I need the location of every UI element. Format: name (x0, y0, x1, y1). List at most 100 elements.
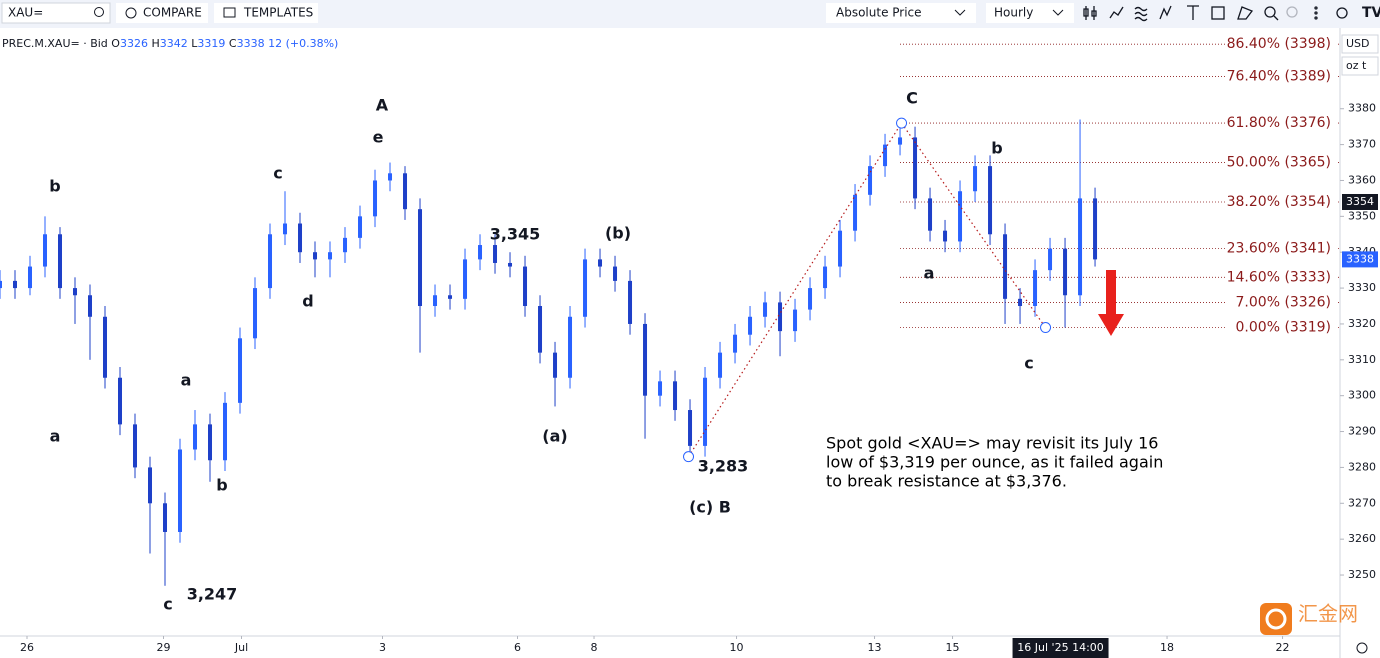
swing-point (896, 117, 908, 129)
wave-label: c (163, 595, 172, 614)
y-tick-label: 3270 (1348, 496, 1376, 509)
legend: PREC.M.XAU= · Bid O3326 H3342 L3319 C333… (2, 37, 338, 50)
candle-body (1063, 248, 1068, 296)
currency[interactable]: USD (1346, 37, 1370, 50)
settings-icon[interactable] (1356, 642, 1368, 654)
wave-label: c (1024, 354, 1033, 373)
wave-label: a (924, 264, 935, 283)
candle-body (88, 295, 93, 317)
candle-body (343, 237, 348, 253)
candle-body (1048, 248, 1053, 271)
currency-box[interactable] (1341, 34, 1379, 54)
templates-button[interactable] (214, 3, 318, 23)
y-tick-label: 3370 (1348, 138, 1376, 151)
candle-body (463, 259, 468, 299)
last-price-tag (1342, 251, 1378, 268)
candle-body (478, 245, 483, 260)
fib-level-label: 50.00% (3365) (1227, 155, 1331, 171)
candle-body (328, 252, 333, 260)
fib-label-bg (1226, 67, 1338, 86)
candle-body (913, 137, 918, 199)
candle-body (958, 191, 963, 242)
fib-label-bg (1226, 114, 1338, 133)
y-tick-label: 3330 (1348, 281, 1376, 294)
x-tick-label: 10 (730, 641, 744, 654)
candle-body (688, 410, 693, 446)
fib-level-label: 14.60% (3333) (1227, 269, 1331, 285)
fib-level-label: 0.00% (3319) (1236, 320, 1331, 336)
wave-label: A (376, 96, 389, 115)
fib-level-label: 76.40% (3389) (1227, 68, 1331, 84)
candle-body (823, 266, 828, 289)
compare-label[interactable]: COMPARE (143, 6, 202, 20)
symbol-input[interactable]: XAU= (8, 6, 43, 20)
legend-text: PREC.M.XAU= · Bid O3326 H3342 L3319 C333… (2, 37, 338, 50)
legend-key: H (151, 37, 159, 50)
x-tick-label: 6 (514, 641, 521, 654)
crosshair-time-label: 16 Jul '25 14:00 (1017, 641, 1103, 654)
crosshair-price-label: 3354 (1346, 195, 1374, 208)
legend-value: 3326 (120, 37, 148, 50)
candle-body (148, 467, 153, 504)
wave-label: 3,247 (187, 585, 238, 604)
candle-body (313, 252, 318, 260)
plot-area: 86.40% (3398) 76.40% (3389) 61.80% (3376) 5… (0, 35, 1340, 614)
price-mode-select[interactable] (826, 3, 976, 23)
x-tick-label: 26 (20, 641, 34, 654)
wave-label: b (991, 139, 1002, 158)
fib-label-bg (1226, 192, 1338, 211)
legend-value: 3319 (197, 37, 225, 50)
candle-body (868, 166, 873, 195)
candle-body (523, 266, 528, 307)
wave-label: C (906, 89, 918, 108)
wave-label: (c) B (689, 498, 731, 517)
crosshair-time-tag (1012, 638, 1109, 658)
wave-label: b (49, 177, 60, 196)
symbol-box[interactable] (1, 2, 111, 24)
candle-body (733, 334, 738, 353)
note-line: to break resistance at $3,376. (826, 472, 1067, 491)
wave-label: d (302, 292, 313, 311)
candle-body (673, 381, 678, 411)
candle-body (808, 288, 813, 310)
last-price-label: 3338 (1346, 252, 1374, 265)
unit-box[interactable] (1341, 56, 1379, 76)
interval-label[interactable]: Hourly (994, 6, 1033, 20)
x-tick-label: 22 (1276, 641, 1290, 654)
note-line: low of $3,319 per ounce, as it failed ag… (826, 453, 1163, 472)
fib-label-bg (1226, 153, 1338, 172)
legend-key: C (229, 37, 237, 50)
candle-body (703, 377, 708, 446)
candle-body (883, 144, 888, 167)
y-tick-label: 3350 (1348, 209, 1376, 222)
interval-select[interactable] (986, 3, 1074, 23)
y-tick-label: 3380 (1348, 102, 1376, 115)
search-icon[interactable] (94, 7, 104, 17)
candle-body (598, 259, 603, 267)
wave-trend-line (688, 122, 1047, 457)
candle-body (748, 316, 753, 335)
tool-icons[interactable] (1083, 5, 1348, 22)
fib-label-bg (1226, 318, 1338, 337)
watermark-logo (1260, 603, 1292, 635)
candle-body (928, 198, 933, 231)
candle-body (898, 137, 903, 145)
candle-body (253, 288, 258, 339)
candle-body (298, 223, 303, 253)
candle-body (358, 216, 363, 238)
candle-body (418, 209, 423, 307)
templates-label[interactable]: TEMPLATES (243, 6, 313, 20)
fib-level-label: 23.60% (3341) (1227, 241, 1331, 257)
watermark-text: 汇金网 (1298, 602, 1358, 626)
y-tick-label: 3260 (1348, 532, 1376, 545)
candle-body (163, 503, 168, 532)
candle-body (628, 280, 633, 324)
candle-body (613, 266, 618, 281)
unit[interactable]: oz t (1346, 59, 1367, 72)
crosshair-price-tag (1342, 193, 1378, 210)
candle-body (28, 266, 33, 289)
price-mode-label[interactable]: Absolute Price (836, 6, 922, 20)
candle-body (268, 234, 273, 289)
compare-button[interactable] (116, 3, 208, 23)
